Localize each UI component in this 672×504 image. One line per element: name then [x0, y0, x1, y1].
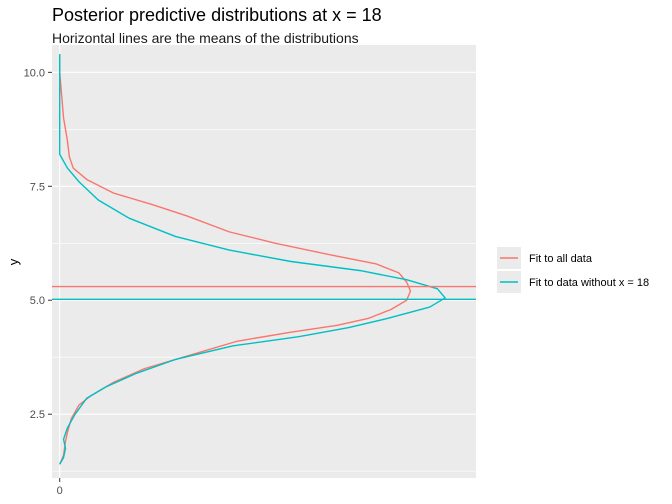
- y-tick-label: 10.0: [24, 67, 45, 79]
- plot-panel: [52, 45, 476, 478]
- legend-label: Fit to data without x = 18: [529, 277, 649, 289]
- x-tick-label: 0: [57, 485, 63, 497]
- axes: 2.5 5.0 7.5 10.0 0: [24, 67, 63, 497]
- grid-layer: [52, 45, 476, 478]
- chart-title: Posterior predictive distributions at x …: [52, 5, 382, 25]
- y-tick-label: 2.5: [30, 409, 45, 421]
- mean-lines: [52, 285, 476, 301]
- legend: Fit to all data Fit to data without x = 1…: [497, 247, 649, 293]
- y-axis-title: y: [6, 258, 21, 265]
- legend-label: Fit to all data: [529, 253, 593, 265]
- y-tick-label: 5.0: [30, 295, 45, 307]
- y-tick-label: 7.5: [30, 181, 45, 193]
- density-curve-series-2: [59, 54, 446, 465]
- chart-subtitle: Horizontal lines are the means of the di…: [52, 30, 359, 46]
